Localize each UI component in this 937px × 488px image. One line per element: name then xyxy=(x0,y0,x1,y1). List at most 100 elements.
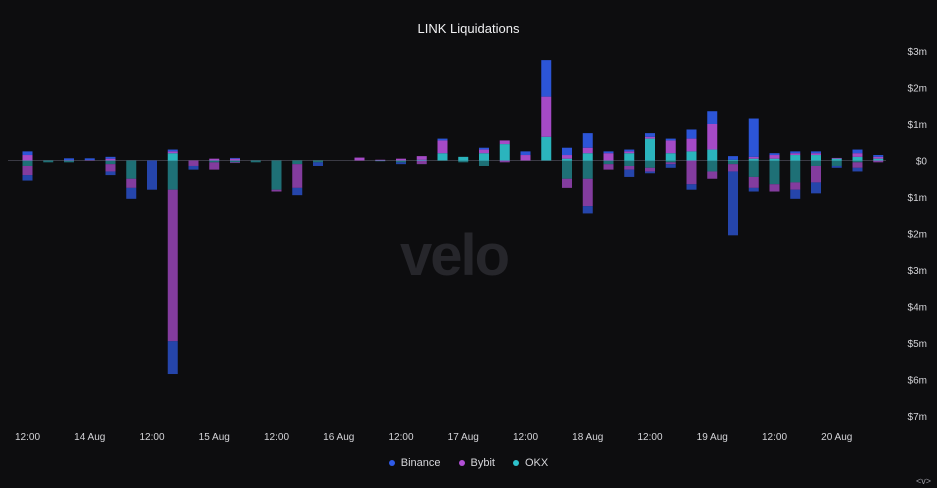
y-tick-label: $4m xyxy=(908,303,927,314)
bar-okx-short xyxy=(831,160,842,166)
bar-binance-long xyxy=(520,151,531,156)
bar-binance-short xyxy=(686,184,697,190)
bar-bybit-short xyxy=(230,162,240,164)
bar-okx-short xyxy=(105,160,116,165)
bar-okx-long xyxy=(582,153,593,161)
bar-okx-long xyxy=(499,144,510,161)
bar-binance-long xyxy=(64,158,74,161)
bar-binance-short xyxy=(645,171,655,174)
legend-label-okx: OKX xyxy=(525,457,549,469)
bar-bybit-long xyxy=(831,157,842,159)
bar-bybit-long xyxy=(209,158,220,161)
legend-item-bybit[interactable]: Bybit xyxy=(458,457,495,469)
bar-okx-long xyxy=(790,155,801,161)
bar-binance-long xyxy=(437,138,448,141)
x-tick-label: 16 Aug xyxy=(323,432,354,443)
bar-binance-long xyxy=(167,149,178,152)
bar-binance-short xyxy=(105,171,116,176)
y-tick-label: $3m xyxy=(908,47,927,58)
x-tick-label: 18 Aug xyxy=(572,432,603,443)
bar-bybit-short xyxy=(769,184,780,192)
bar-bybit-long xyxy=(499,140,510,145)
bar-okx-long xyxy=(167,153,178,161)
bar-binance-long xyxy=(790,151,801,154)
legend-item-binance[interactable]: Binance xyxy=(388,457,441,469)
bar-binance-long xyxy=(873,155,884,157)
bar-binance-long xyxy=(230,157,240,159)
bar-bybit-short xyxy=(22,165,33,176)
bar-bybit-short xyxy=(728,164,738,172)
bar-binance-short xyxy=(188,165,199,170)
bar-okx-short xyxy=(582,160,593,179)
x-tick-label: 12:00 xyxy=(264,432,289,443)
bar-okx-short xyxy=(209,160,220,163)
y-tick-label: $7m xyxy=(908,412,927,423)
bar-binance-long xyxy=(686,129,697,139)
bar-bybit-long xyxy=(541,96,552,137)
bar-okx-long xyxy=(686,151,697,161)
legend-label-binance: Binance xyxy=(400,457,441,469)
bar-okx-short xyxy=(748,160,759,177)
bar-okx-short xyxy=(728,160,738,165)
bar-bybit-short xyxy=(292,164,303,188)
bar-okx-long xyxy=(541,136,552,161)
bar-okx-long xyxy=(831,158,842,161)
bar-bybit-short xyxy=(852,162,863,168)
bar-bybit-short xyxy=(811,165,821,183)
x-tick-label: 12:00 xyxy=(762,432,787,443)
bar-bybit-short xyxy=(562,178,572,188)
x-tick-label: 12:00 xyxy=(15,432,40,443)
bar-binance-long xyxy=(852,149,863,154)
y-tick-label: $3m xyxy=(908,266,927,277)
bar-binance-short xyxy=(126,187,137,199)
legend-item-okx[interactable]: OKX xyxy=(513,457,548,469)
bar-binance-long xyxy=(105,156,116,159)
bar-okx-short xyxy=(811,160,821,166)
bar-binance-short xyxy=(811,182,821,194)
bar-binance-long xyxy=(769,153,780,156)
x-tick-label: 12:00 xyxy=(513,432,538,443)
x-tick-label: 12:00 xyxy=(388,432,413,443)
bar-binance-short xyxy=(167,341,178,375)
x-tick-label: 19 Aug xyxy=(697,432,728,443)
bar-binance-long xyxy=(22,151,33,156)
chart-controls-toggle[interactable]: <v> xyxy=(915,476,931,486)
bar-binance-long xyxy=(624,149,635,152)
bar-okx-short xyxy=(126,160,137,179)
bar-okx-long xyxy=(748,158,759,161)
bar-binance-short xyxy=(147,160,157,190)
bar-bybit-short xyxy=(271,189,282,192)
bar-okx-long xyxy=(458,156,469,161)
bar-bybit-long xyxy=(375,159,386,161)
bar-binance-short xyxy=(313,162,323,166)
bar-binance-short xyxy=(728,171,738,236)
bar-bybit-long xyxy=(562,155,572,159)
bar-okx-short xyxy=(64,160,74,163)
bar-binance-long xyxy=(582,133,593,148)
binance-dot-icon xyxy=(388,460,395,466)
bar-binance-long xyxy=(603,151,614,154)
bar-binance-long xyxy=(811,151,821,154)
bar-bybit-long xyxy=(624,151,635,154)
bar-okx-short xyxy=(603,160,614,165)
bar-bybit-short xyxy=(603,164,614,170)
bar-okx-short xyxy=(769,160,780,185)
bar-okx-short xyxy=(271,160,282,190)
y-tick-label: $2m xyxy=(908,84,927,95)
bar-bybit-long xyxy=(603,153,614,161)
bar-okx-short xyxy=(707,160,718,172)
bar-binance-short xyxy=(748,187,759,192)
bar-binance-long xyxy=(707,111,718,124)
bar-bybit-short xyxy=(790,182,801,190)
bar-okx-long xyxy=(769,158,780,161)
bar-bybit-long xyxy=(437,140,448,154)
bar-binance-short xyxy=(665,164,676,168)
x-tick-label: 12:00 xyxy=(637,432,662,443)
bar-okx-long xyxy=(437,153,448,161)
bar-okx-long xyxy=(562,158,572,161)
okx-dot-icon xyxy=(513,460,519,466)
bar-okx-short xyxy=(790,160,801,183)
bar-binance-short xyxy=(292,187,303,196)
bar-binance-long xyxy=(728,156,738,160)
bar-bybit-long xyxy=(686,138,697,152)
